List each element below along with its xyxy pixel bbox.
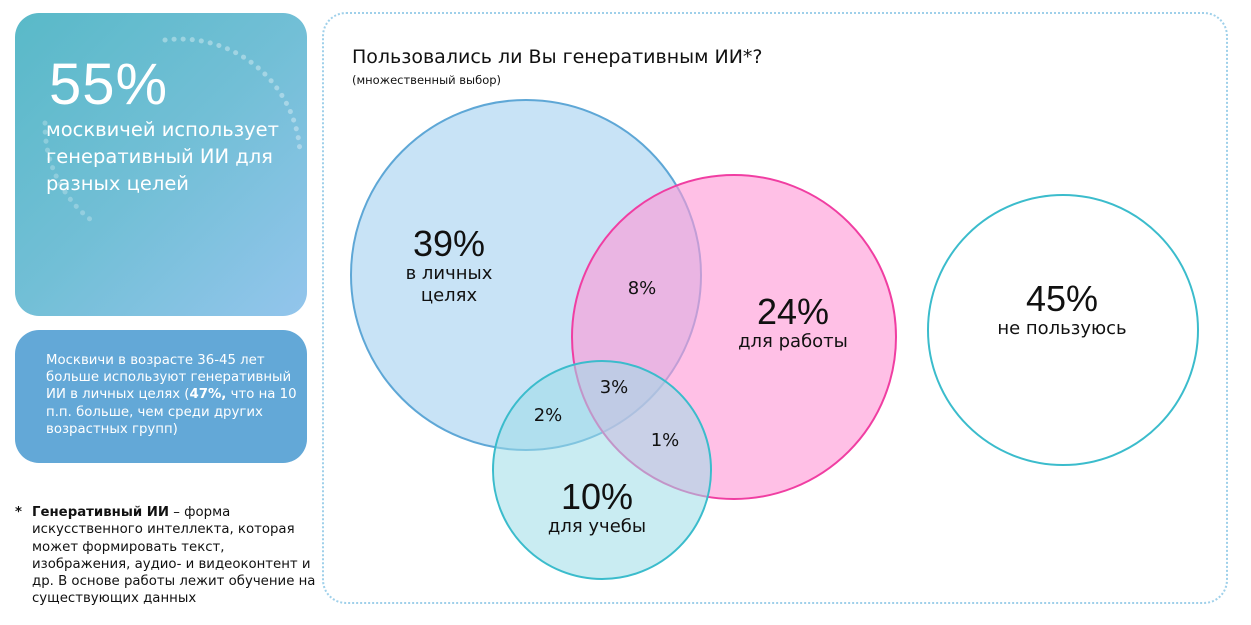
label-personal: 39% в личных целях (406, 225, 493, 307)
insight-bold: 47%, (189, 387, 227, 403)
footnote-body: Генеративный ИИ – форма искусственного и… (32, 504, 322, 608)
chart-subtitle: (множественный выбор) (352, 73, 502, 87)
intersection-personal-work: 8% (627, 278, 657, 299)
highlight-value: 55% (49, 52, 169, 117)
label-not-using: 45% не пользуюсь (997, 280, 1126, 340)
intersection-personal-study: 2% (533, 405, 563, 426)
chart-title: Пользовались ли Вы генеративным ИИ*? (352, 46, 763, 68)
label-study: 10% для учебы (548, 478, 646, 538)
caption-personal-2: целях (420, 285, 478, 306)
circle-study (492, 360, 712, 580)
value-study: 10% (560, 476, 634, 517)
caption-study: для учебы (547, 516, 647, 537)
value-work: 24% (756, 291, 830, 332)
footnote-definition: – форма искусственного интеллекта, котор… (32, 505, 316, 607)
insight-text-after: что на 10 п.п. больше, чем среди других … (46, 387, 297, 437)
circle-not-using (927, 194, 1199, 466)
insight-card: Москвичи в возрасте 36-45 лет больше исп… (15, 330, 307, 463)
value-not-using: 45% (1025, 278, 1099, 319)
highlight-card: 55% москвичей использует генеративный ИИ… (15, 13, 307, 316)
highlight-text: москвичей использует генеративный ИИ для… (46, 118, 279, 195)
caption-work: для работы (738, 331, 848, 352)
insight-text-before: Москвичи в возрасте 36-45 лет больше исп… (46, 353, 292, 403)
intersection-work-study: 1% (650, 430, 680, 451)
label-work: 24% для работы (738, 293, 848, 353)
intersection-all: 3% (599, 377, 629, 398)
caption-not-using: не пользуюсь (997, 318, 1127, 339)
insight-text: Москвичи в возрасте 36-45 лет больше исп… (46, 352, 301, 438)
footnote-star: * (15, 505, 22, 520)
footnote-term: Генеративный ИИ (32, 505, 170, 520)
caption-personal-1: в личных (405, 263, 493, 284)
chart-frame (322, 12, 1228, 604)
value-personal: 39% (412, 223, 486, 264)
